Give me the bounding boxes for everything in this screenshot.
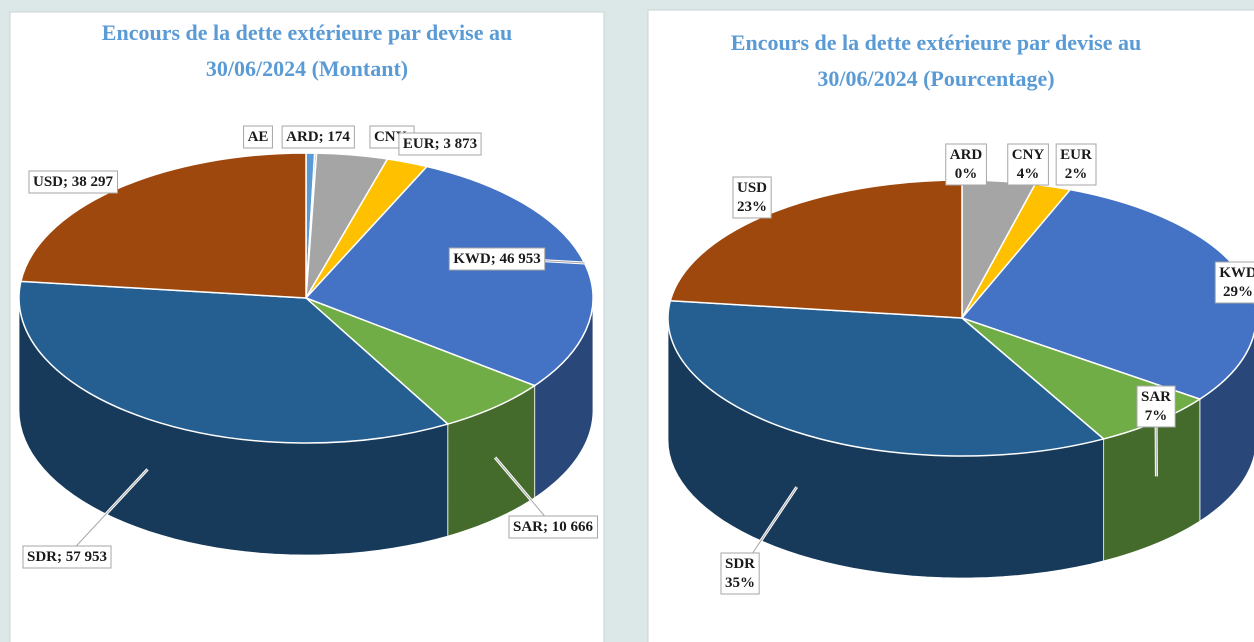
data-label: EUR; 3 873: [403, 136, 477, 152]
label-box: [720, 552, 760, 595]
label-box: [508, 515, 598, 539]
label-box: [243, 125, 273, 149]
value-label: 4%: [1017, 166, 1040, 182]
data-label: SAR; 10 666: [513, 519, 594, 535]
data-label: KWD; 46 953: [453, 251, 541, 267]
label-box: [732, 176, 772, 219]
label-box: [945, 143, 987, 186]
pie-slice: [305, 297, 537, 425]
label-box: [398, 132, 482, 156]
label-box: [1055, 143, 1097, 186]
category-label: SAR: [1141, 389, 1171, 405]
value-label: 7%: [1145, 408, 1168, 424]
label-box: [1007, 143, 1049, 186]
chart-title: Encours de la dette extérieure par devis…: [731, 30, 1141, 55]
value-label: 2%: [1065, 166, 1088, 182]
chart-title: Encours de la dette extérieure par devis…: [102, 20, 512, 45]
category-label: EUR: [1060, 147, 1092, 163]
category-label: ARD: [950, 147, 983, 163]
label-box: [281, 125, 355, 149]
pie: [18, 152, 594, 556]
value-label: 23%: [737, 199, 767, 215]
data-label: SDR 35%: [725, 556, 755, 591]
data-label: SDR; 57 953: [27, 549, 107, 565]
data-label: EUR 2%: [1060, 147, 1092, 182]
data-label: USD 23%: [737, 180, 767, 215]
value-label: 29%: [1223, 284, 1253, 300]
pie-slice: [667, 299, 1106, 457]
data-label: ARD; 174: [286, 129, 350, 145]
data-label: USD; 38 297: [33, 174, 114, 190]
data-label: ARD 0%: [950, 147, 983, 182]
category-label: SDR: [725, 556, 755, 572]
value-label: 0%: [955, 166, 978, 182]
chart-title: 30/06/2024 (Pourcentage): [817, 66, 1054, 91]
pie-slice: [18, 280, 450, 444]
category-label: CNY: [1012, 147, 1045, 163]
data-label: AE: [248, 129, 269, 145]
value-label: 35%: [725, 575, 755, 591]
label-box: [1136, 385, 1176, 428]
label-box: [1214, 261, 1254, 304]
label-box: [28, 170, 118, 194]
category-label: USD: [737, 180, 767, 196]
chart-title: 30/06/2024 (Montant): [206, 56, 408, 81]
label-box: [22, 545, 112, 569]
data-label: CNY 4%: [1012, 147, 1045, 182]
category-label: KWD: [1219, 265, 1254, 281]
data-label: KWD 29%: [1219, 265, 1254, 300]
label-box: [448, 247, 546, 271]
pie: [667, 179, 1254, 579]
leader-line: [66, 468, 148, 557]
leader-line: [494, 457, 554, 527]
data-label: SAR 7%: [1141, 389, 1171, 424]
